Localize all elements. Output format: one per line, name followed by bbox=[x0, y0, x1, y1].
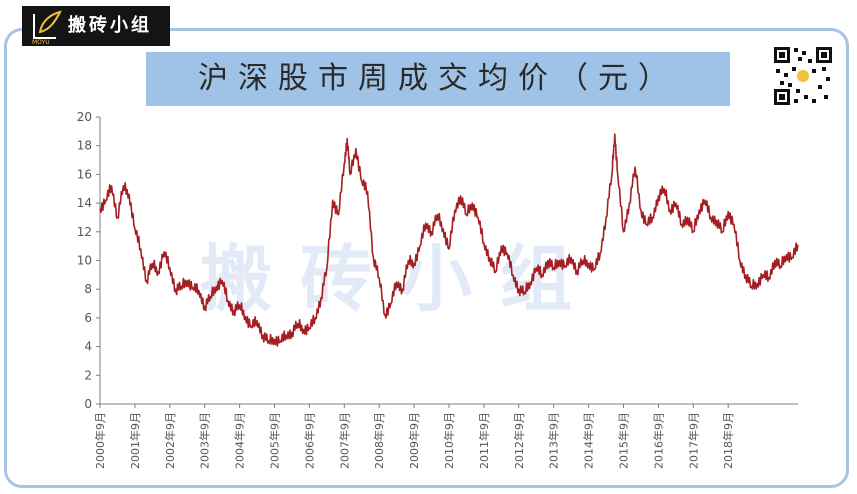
series-layer bbox=[99, 133, 799, 347]
brand-sub-text: MOYU bbox=[32, 39, 50, 46]
x-tick-label: 2013年9月 bbox=[547, 412, 561, 469]
brand-logo: MOYU 搬砖小组 bbox=[22, 6, 170, 46]
x-tick-label: 2017年9月 bbox=[686, 412, 700, 469]
y-tick-label: 10 bbox=[77, 254, 92, 268]
x-tick-label: 2009年9月 bbox=[407, 412, 421, 469]
series-line bbox=[99, 133, 799, 347]
qr-code-icon bbox=[772, 45, 834, 107]
x-tick-label: 2002年9月 bbox=[163, 412, 177, 469]
x-tick-label: 2005年9月 bbox=[268, 412, 282, 469]
brand-name: 搬砖小组 bbox=[68, 15, 152, 36]
x-tick-label: 2014年9月 bbox=[582, 412, 596, 469]
x-tick-label: 2016年9月 bbox=[651, 412, 665, 469]
x-tick-label: 2007年9月 bbox=[337, 412, 351, 469]
x-tick-label: 2010年9月 bbox=[442, 412, 456, 469]
x-tick-label: 2011年9月 bbox=[477, 412, 491, 469]
y-tick-label: 18 bbox=[77, 139, 92, 153]
x-tick-label: 2015年9月 bbox=[617, 412, 631, 469]
x-tick-label: 2000年9月 bbox=[93, 412, 107, 469]
x-axis: 2000年9月 2001年9月 2002年9月 2003年9月 2004年9月 2005年… bbox=[93, 403, 798, 469]
y-tick-label: 6 bbox=[84, 311, 92, 325]
brand-watermark: 搬砖小组 bbox=[200, 237, 601, 321]
y-axis: 0 2 4 6 8 10 12 14 16 18 20 bbox=[77, 110, 101, 411]
y-tick-label: 0 bbox=[84, 397, 92, 411]
x-tick-label: 2012年9月 bbox=[512, 412, 526, 469]
y-tick-label: 16 bbox=[77, 167, 92, 181]
chart-title: 沪深股市周成交均价（元） bbox=[198, 61, 678, 96]
brand-leaf-icon: MOYU bbox=[32, 10, 62, 46]
x-tick-label: 2008年9月 bbox=[372, 412, 386, 469]
y-tick-label: 2 bbox=[84, 368, 92, 382]
x-tick-label: 2003年9月 bbox=[198, 412, 212, 469]
x-tick-label: 2018年9月 bbox=[721, 412, 735, 469]
x-tick-label: 2006年9月 bbox=[302, 412, 316, 469]
x-tick-label: 2004年9月 bbox=[233, 412, 247, 469]
y-tick-label: 12 bbox=[77, 225, 92, 239]
qr-code[interactable] bbox=[772, 45, 834, 107]
title-band: 沪深股市周成交均价（元） bbox=[146, 52, 730, 106]
y-tick-label: 14 bbox=[77, 196, 92, 210]
y-tick-label: 20 bbox=[77, 110, 92, 124]
x-tick-label: 2001年9月 bbox=[128, 412, 142, 469]
y-tick-label: 8 bbox=[84, 282, 92, 296]
y-tick-label: 4 bbox=[84, 340, 92, 354]
